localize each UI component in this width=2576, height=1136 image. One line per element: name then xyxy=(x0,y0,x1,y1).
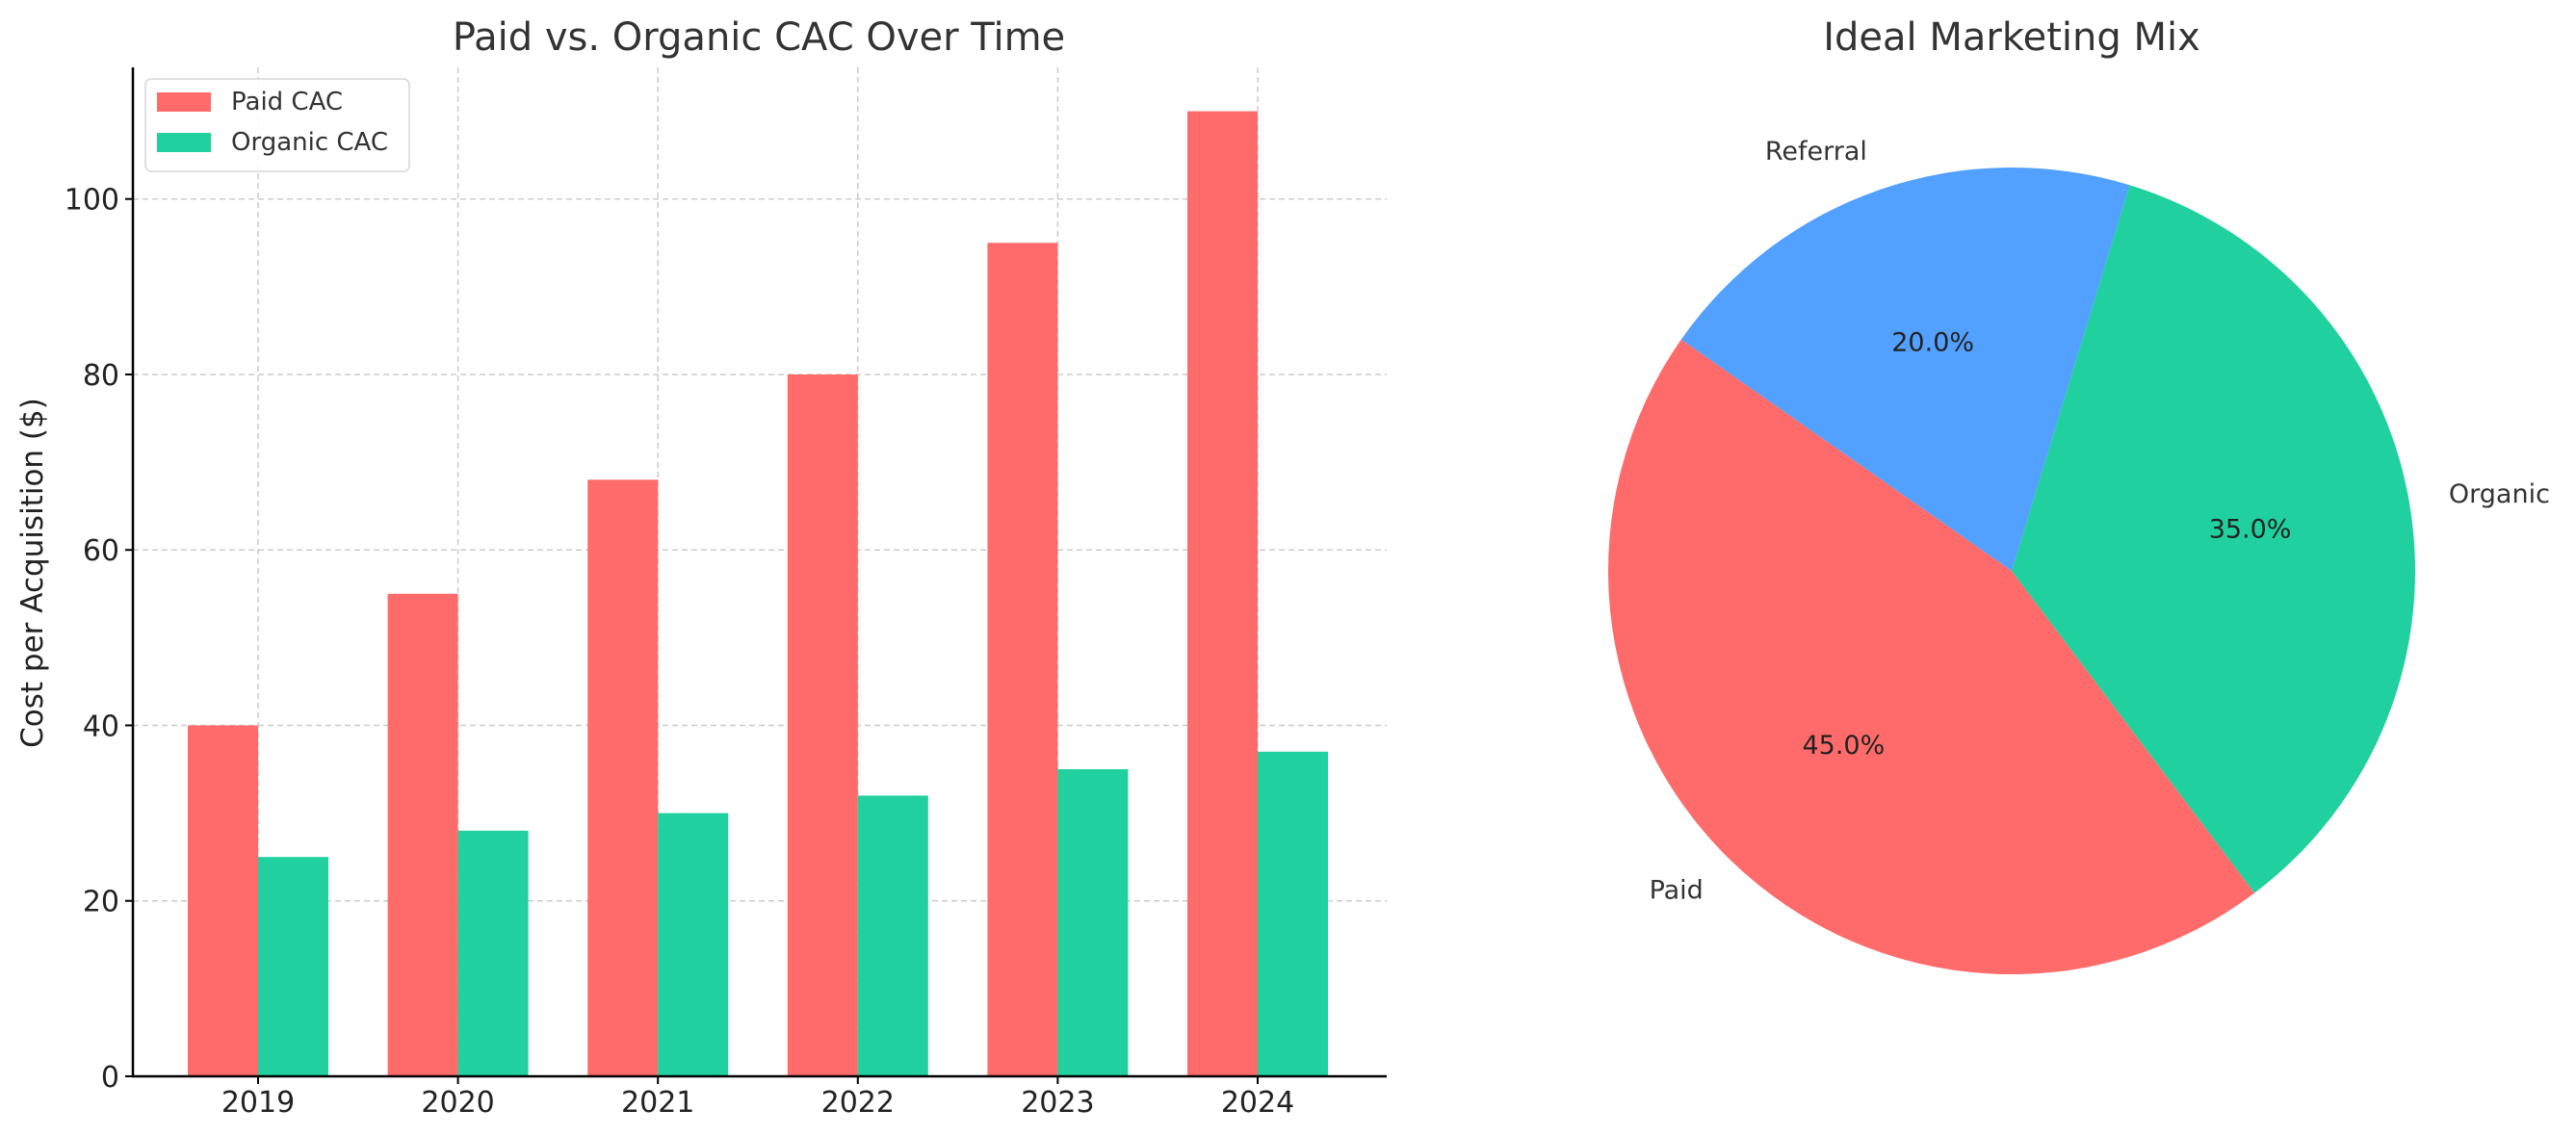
legend-swatch xyxy=(157,92,211,112)
bar-organic-2021 xyxy=(658,813,729,1076)
pie-chart: Ideal Marketing Mix 45.0% Paid 35.0% Organi… xyxy=(1608,15,2550,975)
y-tick-label: 60 xyxy=(83,534,119,568)
y-tick-label: 80 xyxy=(83,359,119,393)
pie-chart-slices xyxy=(1608,168,2415,975)
bar-paid-2024 xyxy=(1187,111,1258,1077)
pie-pct-referral: 20.0% xyxy=(1891,327,1974,357)
legend-label: Organic CAC xyxy=(231,128,388,157)
bar-chart-legend: Paid CAC Organic CAC xyxy=(144,78,410,172)
pie-chart-title: Ideal Marketing Mix xyxy=(1823,15,2200,60)
legend-box xyxy=(144,78,410,172)
bar-chart-y-ticks: 0 20 40 60 80 100 xyxy=(65,184,133,1095)
bar-organic-2022 xyxy=(857,795,928,1076)
y-tick-label: 100 xyxy=(65,184,119,218)
pie-chart-labels: 45.0% Paid 35.0% Organic 20.0% Referral xyxy=(1650,137,2550,905)
pie-pct-organic: 35.0% xyxy=(2209,514,2292,544)
bar-chart: Paid vs. Organic CAC Over Time 0 20 40 60 80… xyxy=(15,15,1387,1120)
x-tick-label: 2021 xyxy=(621,1086,694,1120)
bar-paid-2019 xyxy=(188,725,258,1076)
x-tick-label: 2019 xyxy=(221,1086,295,1120)
pie-slice-referral xyxy=(1680,168,2130,572)
y-tick-label: 40 xyxy=(83,710,119,743)
y-tick-label: 20 xyxy=(83,886,119,919)
bar-chart-x-ticks: 2019 2020 2021 2022 2023 2024 xyxy=(221,1076,1294,1120)
pie-slice-organic xyxy=(2012,185,2415,893)
bar-organic-2023 xyxy=(1057,769,1129,1076)
bar-organic-2024 xyxy=(1258,751,1328,1076)
pie-label-organic: Organic xyxy=(2449,479,2550,509)
bar-chart-title: Paid vs. Organic CAC Over Time xyxy=(453,15,1065,60)
y-axis-label: Cost per Acquisition ($) xyxy=(15,398,50,748)
x-tick-label: 2024 xyxy=(1221,1086,1294,1120)
legend-swatch xyxy=(157,133,211,152)
pie-slice-paid xyxy=(1608,339,2255,975)
x-tick-label: 2023 xyxy=(1021,1086,1094,1120)
bar-paid-2023 xyxy=(987,243,1058,1076)
pie-label-paid: Paid xyxy=(1650,876,1704,906)
bar-organic-2020 xyxy=(457,830,529,1076)
y-tick-label: 0 xyxy=(101,1061,119,1095)
pie-label-referral: Referral xyxy=(1765,137,1867,167)
x-tick-label: 2022 xyxy=(821,1086,895,1120)
bar-organic-2019 xyxy=(258,857,328,1076)
bar-paid-2021 xyxy=(587,479,659,1076)
x-tick-label: 2020 xyxy=(421,1086,494,1120)
pie-pct-paid: 45.0% xyxy=(1802,731,1885,761)
bar-paid-2022 xyxy=(787,374,858,1076)
bar-chart-axes xyxy=(131,67,1387,1078)
bar-paid-2020 xyxy=(387,593,458,1076)
bar-chart-bars xyxy=(188,111,1328,1077)
legend-label: Paid CAC xyxy=(231,88,343,116)
